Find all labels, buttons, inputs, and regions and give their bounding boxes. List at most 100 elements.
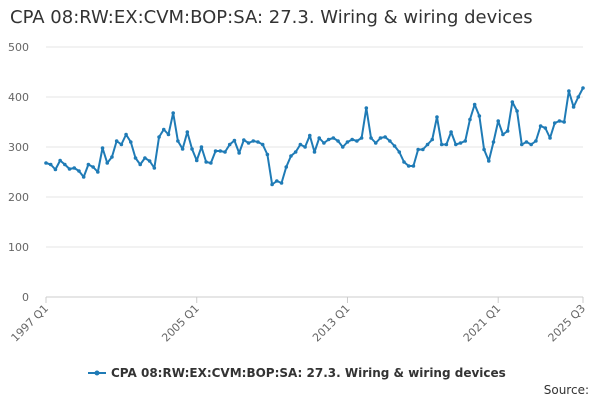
data-point[interactable] <box>482 147 486 152</box>
data-point[interactable] <box>317 136 322 140</box>
data-point[interactable] <box>496 119 501 123</box>
data-point[interactable] <box>171 111 175 115</box>
data-point[interactable] <box>322 141 326 145</box>
data-point[interactable] <box>345 140 350 144</box>
data-point[interactable] <box>143 156 147 160</box>
data-point[interactable] <box>185 130 190 134</box>
data-point[interactable] <box>425 142 430 147</box>
data-point[interactable] <box>100 146 105 150</box>
data-point[interactable] <box>378 136 383 140</box>
data-point[interactable] <box>388 139 392 143</box>
data-point[interactable] <box>63 162 67 167</box>
data-point[interactable] <box>355 139 359 143</box>
data-point[interactable] <box>571 105 576 109</box>
data-point[interactable] <box>411 164 416 168</box>
data-point[interactable] <box>397 150 402 154</box>
data-point[interactable] <box>491 140 496 144</box>
data-point[interactable] <box>279 181 284 185</box>
data-point[interactable] <box>114 139 119 143</box>
data-point[interactable] <box>298 142 303 147</box>
data-point[interactable] <box>364 106 369 110</box>
data-point[interactable] <box>157 135 161 139</box>
data-point[interactable] <box>124 132 128 137</box>
data-point[interactable] <box>519 142 524 147</box>
data-point[interactable] <box>468 117 472 122</box>
data-point[interactable] <box>256 140 260 144</box>
data-point[interactable] <box>307 133 312 138</box>
data-point[interactable] <box>505 129 510 133</box>
data-point[interactable] <box>534 139 538 143</box>
data-point[interactable] <box>275 179 279 183</box>
data-point[interactable] <box>350 137 354 142</box>
data-point[interactable] <box>477 114 482 118</box>
data-point[interactable] <box>416 147 420 152</box>
data-point[interactable] <box>133 156 138 160</box>
data-point[interactable] <box>543 126 548 130</box>
data-point[interactable] <box>576 95 581 99</box>
data-point[interactable] <box>326 137 331 142</box>
data-point[interactable] <box>581 86 585 90</box>
data-point[interactable] <box>246 141 251 145</box>
data-point[interactable] <box>515 109 519 113</box>
data-point[interactable] <box>194 158 199 163</box>
data-point[interactable] <box>567 89 571 93</box>
data-point[interactable] <box>430 137 435 142</box>
legend[interactable]: CPA 08:RW:EX:CVM:BOP:SA: 27.3. Wiring & … <box>88 366 506 380</box>
data-point[interactable] <box>86 162 91 167</box>
data-point[interactable] <box>251 139 256 143</box>
data-point[interactable] <box>58 158 62 163</box>
data-point[interactable] <box>392 144 397 148</box>
data-point[interactable] <box>383 135 387 139</box>
data-point[interactable] <box>270 182 274 187</box>
data-point[interactable] <box>501 132 505 137</box>
data-point[interactable] <box>359 136 364 140</box>
data-point[interactable] <box>444 142 449 147</box>
data-point[interactable] <box>209 161 213 165</box>
data-point[interactable] <box>199 145 204 149</box>
data-point[interactable] <box>538 124 543 128</box>
data-point[interactable] <box>180 147 185 151</box>
data-point[interactable] <box>242 138 246 142</box>
data-point[interactable] <box>81 175 86 179</box>
data-point[interactable] <box>336 139 340 143</box>
data-point[interactable] <box>67 167 72 171</box>
data-point[interactable] <box>421 147 425 152</box>
data-point[interactable] <box>439 142 444 147</box>
data-point[interactable] <box>110 155 114 159</box>
data-point[interactable] <box>138 162 143 167</box>
data-point[interactable] <box>260 142 265 147</box>
data-point[interactable] <box>190 147 194 151</box>
data-point[interactable] <box>128 140 133 144</box>
data-point[interactable] <box>552 121 557 125</box>
data-point[interactable] <box>373 141 378 145</box>
data-point[interactable] <box>105 161 110 165</box>
data-point[interactable] <box>524 140 529 144</box>
data-point[interactable] <box>218 149 223 153</box>
data-point[interactable] <box>458 141 463 145</box>
data-point[interactable] <box>463 139 468 143</box>
data-point[interactable] <box>237 151 241 155</box>
data-point[interactable] <box>161 127 166 132</box>
data-point[interactable] <box>204 160 208 164</box>
data-point[interactable] <box>435 115 439 119</box>
data-point[interactable] <box>510 100 515 104</box>
data-point[interactable] <box>227 142 232 147</box>
data-point[interactable] <box>548 136 552 140</box>
data-point[interactable] <box>557 119 562 123</box>
data-point[interactable] <box>529 142 533 147</box>
data-point[interactable] <box>406 164 411 168</box>
data-point[interactable] <box>48 162 53 167</box>
data-point[interactable] <box>289 154 293 158</box>
data-point[interactable] <box>53 167 58 172</box>
data-point[interactable] <box>213 149 218 153</box>
data-point[interactable] <box>152 166 157 170</box>
data-point[interactable] <box>562 120 566 124</box>
data-point[interactable] <box>454 142 458 147</box>
data-point[interactable] <box>44 161 48 165</box>
data-point[interactable] <box>402 160 406 164</box>
data-point[interactable] <box>284 165 289 169</box>
data-point[interactable] <box>91 165 95 169</box>
data-point[interactable] <box>166 132 171 137</box>
data-point[interactable] <box>265 152 270 157</box>
data-point[interactable] <box>72 166 77 170</box>
